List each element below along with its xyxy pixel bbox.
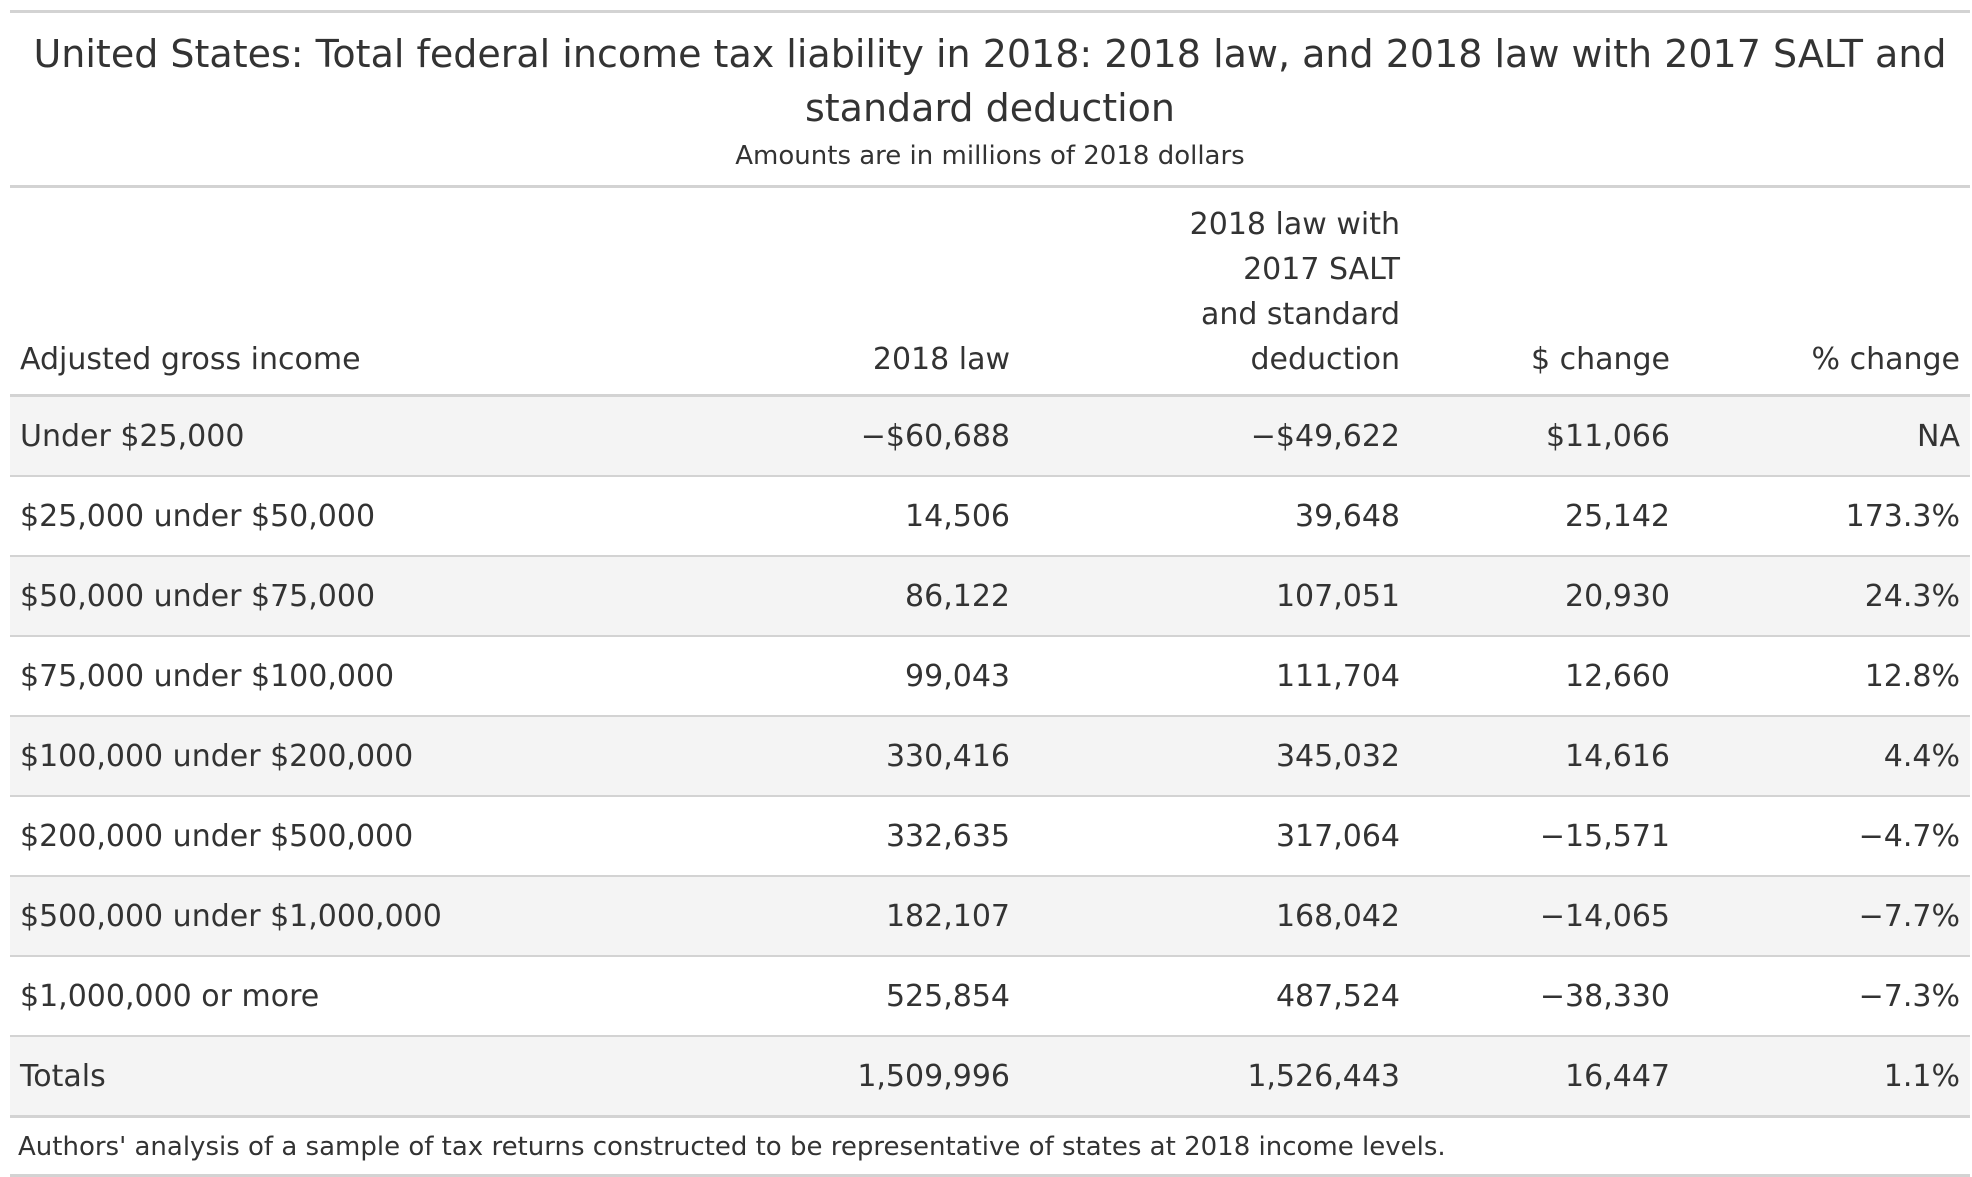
pct-change-cell: 4.4% <box>1680 716 1970 797</box>
law-2018-cell: 182,107 <box>530 876 1020 957</box>
column-header-line: deduction <box>1250 342 1400 377</box>
pct-change-cell: 173.3% <box>1680 476 1970 557</box>
agi-cell: $75,000 under $100,000 <box>10 636 530 717</box>
dollar-change-cell: −15,571 <box>1410 796 1680 877</box>
table-row: $25,000 under $50,000 14,506 39,648 25,1… <box>10 476 1970 557</box>
totals-row: Totals 1,509,996 1,526,443 16,447 1.1% <box>10 1036 1970 1118</box>
alt-law-cell: 317,064 <box>1020 796 1410 877</box>
agi-cell: $25,000 under $50,000 <box>10 476 530 557</box>
column-header-2018-law-with-2017-salt: 2018 law with 2017 SALT and standard ded… <box>1020 187 1410 396</box>
agi-cell: Under $25,000 <box>10 395 530 477</box>
pct-change-cell: −4.7% <box>1680 796 1970 877</box>
column-header-agi: Adjusted gross income <box>20 342 361 377</box>
law-2018-cell: 99,043 <box>530 636 1020 717</box>
law-2018-cell: 330,416 <box>530 716 1020 797</box>
dollar-change-cell: −14,065 <box>1410 876 1680 957</box>
top-rule <box>10 10 1970 13</box>
column-header-line: and standard <box>1200 297 1400 332</box>
pct-change-cell: 12.8% <box>1680 636 1970 717</box>
agi-cell: $200,000 under $500,000 <box>10 796 530 877</box>
alt-law-cell: 487,524 <box>1020 956 1410 1037</box>
tax-liability-table: Adjusted gross income 2018 law 2018 law … <box>10 185 1970 1118</box>
table-row: $50,000 under $75,000 86,122 107,051 20,… <box>10 556 1970 637</box>
dollar-change-cell: 16,447 <box>1410 1036 1680 1118</box>
header-row: Adjusted gross income 2018 law 2018 law … <box>10 186 1970 396</box>
agi-cell: $500,000 under $1,000,000 <box>10 876 530 957</box>
table-row: $200,000 under $500,000 332,635 317,064 … <box>10 796 1970 877</box>
column-header-pct-change: % change <box>1811 342 1960 377</box>
pct-change-cell: −7.3% <box>1680 956 1970 1037</box>
alt-law-cell: 111,704 <box>1020 636 1410 717</box>
pct-change-cell: NA <box>1680 395 1970 477</box>
pct-change-cell: −7.7% <box>1680 876 1970 957</box>
column-header-dollar-change: $ change <box>1530 342 1670 377</box>
alt-law-cell: 107,051 <box>1020 556 1410 637</box>
law-2018-cell: 86,122 <box>530 556 1020 637</box>
table-container: United States: Total federal income tax … <box>10 10 1970 1177</box>
alt-law-cell: 168,042 <box>1020 876 1410 957</box>
law-2018-cell: 332,635 <box>530 796 1020 877</box>
agi-cell: $100,000 under $200,000 <box>10 716 530 797</box>
column-header-line: 2018 law with <box>1189 207 1400 242</box>
source-note: Authors' analysis of a sample of tax ret… <box>10 1118 1970 1177</box>
pct-change-cell: 1.1% <box>1680 1036 1970 1118</box>
dollar-change-cell: −38,330 <box>1410 956 1680 1037</box>
alt-law-cell: 39,648 <box>1020 476 1410 557</box>
column-header-line: 2017 SALT <box>1243 252 1400 287</box>
agi-cell: $1,000,000 or more <box>10 956 530 1037</box>
dollar-change-cell: $11,066 <box>1410 395 1680 477</box>
dollar-change-cell: 25,142 <box>1410 476 1680 557</box>
law-2018-cell: 525,854 <box>530 956 1020 1037</box>
agi-cell: Totals <box>10 1036 530 1118</box>
law-2018-cell: 14,506 <box>530 476 1020 557</box>
table-row: $75,000 under $100,000 99,043 111,704 12… <box>10 636 1970 717</box>
table-row: Under $25,000 −$60,688 −$49,622 $11,066 … <box>10 395 1970 477</box>
pct-change-cell: 24.3% <box>1680 556 1970 637</box>
table-row: $100,000 under $200,000 330,416 345,032 … <box>10 716 1970 797</box>
table-subtitle: Amounts are in millions of 2018 dollars <box>735 141 1245 171</box>
table-row: $500,000 under $1,000,000 182,107 168,04… <box>10 876 1970 957</box>
alt-law-cell: −$49,622 <box>1020 395 1410 477</box>
dollar-change-cell: 12,660 <box>1410 636 1680 717</box>
law-2018-cell: −$60,688 <box>530 395 1020 477</box>
table-row: $1,000,000 or more 525,854 487,524 −38,3… <box>10 956 1970 1037</box>
dollar-change-cell: 20,930 <box>1410 556 1680 637</box>
dollar-change-cell: 14,616 <box>1410 716 1680 797</box>
agi-cell: $50,000 under $75,000 <box>10 556 530 637</box>
law-2018-cell: 1,509,996 <box>530 1036 1020 1118</box>
column-header-2018-law: 2018 law <box>872 342 1010 377</box>
alt-law-cell: 1,526,443 <box>1020 1036 1410 1118</box>
table-title: United States: Total federal income tax … <box>33 32 1947 130</box>
alt-law-cell: 345,032 <box>1020 716 1410 797</box>
